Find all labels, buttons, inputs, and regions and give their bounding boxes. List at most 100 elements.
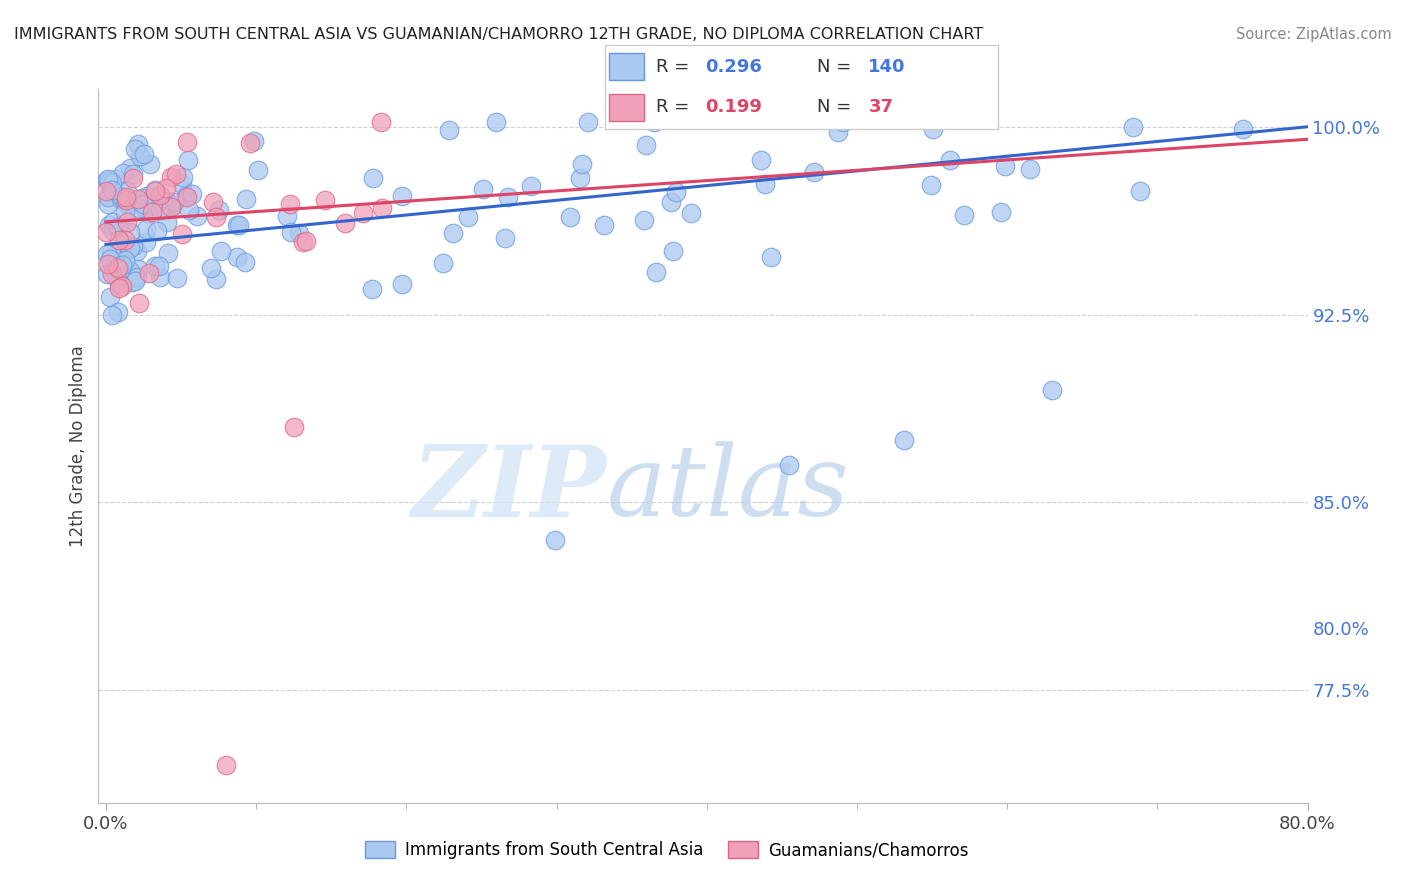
Point	[149, 203, 172, 218]
Point	[114, 205, 136, 219]
Point	[177, 203, 200, 218]
Point	[98, 174, 121, 188]
Point	[135, 188, 157, 202]
Point	[439, 123, 461, 137]
Point	[235, 192, 257, 206]
Point	[571, 157, 593, 171]
Point	[636, 138, 658, 153]
Point	[592, 218, 614, 232]
Point	[208, 203, 231, 218]
Point	[139, 156, 162, 170]
Text: IMMIGRANTS FROM SOUTH CENTRAL ASIA VS GUAMANIAN/CHAMORRO 12TH GRADE, NO DIPLOMA : IMMIGRANTS FROM SOUTH CENTRAL ASIA VS GU…	[14, 27, 983, 42]
Point	[370, 114, 392, 128]
Point	[200, 260, 222, 275]
Point	[569, 171, 592, 186]
Point	[98, 252, 121, 266]
Point	[201, 194, 224, 209]
Point	[155, 181, 177, 195]
Point	[827, 125, 849, 139]
Point	[120, 241, 142, 255]
Text: R =: R =	[655, 98, 695, 116]
Point	[457, 210, 479, 224]
Point	[127, 136, 149, 151]
Point	[243, 134, 266, 148]
Point	[280, 196, 302, 211]
Point	[471, 182, 494, 196]
Point	[143, 184, 166, 198]
Point	[1129, 184, 1152, 198]
Point	[226, 218, 249, 232]
Point	[114, 194, 136, 208]
Point	[149, 187, 172, 202]
Point	[100, 245, 122, 260]
Point	[107, 219, 129, 234]
Point	[97, 189, 120, 203]
Point	[176, 135, 198, 149]
Point	[120, 161, 142, 176]
Point	[1019, 162, 1042, 177]
Point	[105, 244, 128, 259]
Point	[124, 142, 146, 156]
Point	[170, 177, 193, 191]
Point	[228, 218, 250, 232]
Text: N =: N =	[817, 98, 858, 116]
Point	[148, 260, 170, 274]
Point	[138, 266, 160, 280]
Point	[100, 268, 122, 282]
Point	[662, 244, 685, 259]
Point	[172, 170, 194, 185]
Point	[778, 458, 800, 472]
Point	[101, 308, 124, 322]
Point	[105, 171, 128, 186]
Point	[391, 189, 413, 203]
Point	[98, 290, 121, 304]
Point	[97, 197, 120, 211]
Point	[172, 227, 194, 242]
Point	[893, 433, 915, 447]
Point	[558, 210, 581, 224]
Point	[115, 189, 138, 203]
Point	[108, 233, 131, 247]
Point	[990, 205, 1012, 219]
Point	[176, 190, 198, 204]
Point	[131, 191, 153, 205]
Point	[166, 271, 188, 285]
Point	[136, 205, 159, 219]
Point	[215, 758, 238, 772]
Point	[115, 193, 138, 207]
Point	[111, 258, 134, 272]
Point	[939, 153, 962, 167]
Point	[114, 195, 136, 210]
Point	[132, 146, 155, 161]
Point	[226, 250, 249, 264]
Point	[953, 208, 976, 222]
Point	[494, 231, 516, 245]
Point	[239, 136, 262, 150]
Point	[127, 262, 149, 277]
Point	[803, 165, 825, 179]
Point	[645, 265, 668, 279]
Point	[97, 172, 120, 186]
Point	[335, 216, 357, 230]
Point	[352, 206, 374, 220]
Point	[441, 226, 464, 240]
Point	[111, 166, 134, 180]
Point	[160, 200, 183, 214]
Point	[132, 196, 155, 211]
Point	[1042, 383, 1064, 397]
Point	[122, 167, 145, 181]
Point	[94, 225, 117, 239]
Point	[114, 233, 136, 247]
Point	[165, 167, 187, 181]
FancyBboxPatch shape	[609, 54, 644, 80]
Point	[496, 190, 519, 204]
Point	[295, 235, 318, 249]
Point	[115, 184, 138, 198]
Point	[118, 264, 141, 278]
Point	[97, 256, 120, 270]
Point	[111, 190, 134, 204]
Point	[122, 171, 145, 186]
Point	[994, 159, 1017, 173]
Point	[143, 183, 166, 197]
Point	[124, 274, 146, 288]
